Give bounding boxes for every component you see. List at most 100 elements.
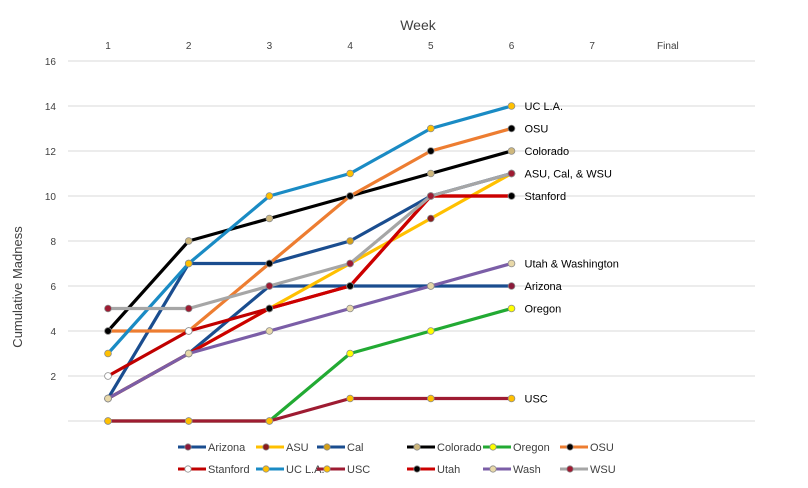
legend-label: ASU	[286, 442, 309, 454]
legend-label: Arizona	[208, 442, 246, 454]
marker-osu	[507, 124, 516, 133]
legend-item: Utah	[407, 464, 460, 476]
end-label: UC L.A.	[525, 101, 564, 113]
marker-usc	[104, 417, 112, 425]
legend-label: WSU	[590, 464, 616, 476]
end-label: OSU	[525, 124, 549, 136]
marker-utah	[507, 192, 516, 200]
legend-swatch-marker	[489, 443, 497, 451]
marker-wsu	[265, 282, 274, 290]
legend-swatch-marker	[566, 465, 574, 473]
y-tick-label: 10	[45, 192, 57, 203]
marker-stanford	[104, 372, 112, 380]
series-lines	[106, 104, 514, 423]
marker-colorado	[507, 147, 516, 155]
marker-usc	[507, 394, 516, 403]
legend-label: Utah	[437, 464, 460, 476]
legend-swatch-marker	[184, 443, 192, 451]
end-label: Stanford	[525, 191, 567, 203]
marker-wash	[507, 259, 516, 268]
marker-colorado	[265, 214, 274, 223]
legend-swatch-marker	[323, 465, 331, 473]
series-line-wsu	[106, 171, 514, 311]
series-line-colorado	[106, 149, 514, 333]
y-tick-label: 4	[50, 327, 56, 338]
y-axis-title: Cumulative Madness	[10, 226, 25, 348]
y-tick-label: 12	[45, 147, 57, 158]
marker-usc	[265, 417, 274, 425]
legend-swatch-marker	[184, 465, 192, 473]
marker-uc-l-a	[104, 349, 112, 358]
marker-uc-l-a	[184, 259, 193, 268]
marker-wsu	[184, 304, 193, 313]
legend-label: UC L.A.	[286, 464, 325, 476]
legend-label: Wash	[513, 464, 541, 476]
y-tick-label: 8	[50, 237, 56, 248]
end-label: Oregon	[525, 304, 562, 316]
end-labels: UC L.A. OSU Colorado ASU, Cal, & WSU Stanfor…	[525, 101, 619, 406]
series-line-osu	[106, 126, 514, 333]
marker-uc-l-a	[507, 102, 516, 110]
marker-wash	[104, 394, 112, 403]
legend-label: Stanford	[208, 464, 250, 476]
series-line-usc	[106, 396, 514, 423]
marker-stanford	[184, 327, 193, 335]
legend-item: ASU	[256, 442, 309, 454]
marker-wsu	[346, 259, 354, 268]
marker-uc-l-a	[265, 192, 274, 200]
legend-swatch-marker	[566, 443, 574, 451]
series-line-wash	[106, 261, 514, 401]
marker-wsu	[426, 192, 435, 200]
marker-utah	[265, 304, 274, 313]
marker-usc	[184, 417, 193, 425]
legend-label: USC	[347, 464, 370, 476]
x-tick-label: 4	[347, 41, 353, 52]
x-tick-label: 6	[509, 41, 515, 52]
legend-item: Colorado	[407, 442, 482, 454]
marker-osu	[426, 147, 435, 155]
marker-osu	[265, 259, 274, 268]
legend-item: Stanford	[178, 464, 250, 476]
marker-arizona	[507, 282, 516, 290]
end-label: Colorado	[525, 146, 570, 158]
legend-item: Wash	[483, 464, 541, 476]
marker-oregon	[346, 349, 354, 358]
legend-swatch-marker	[413, 443, 421, 451]
legend-swatch-marker	[323, 443, 331, 451]
end-label: Arizona	[525, 281, 563, 293]
series-markers	[104, 102, 516, 425]
series-line-uc-l-a	[106, 104, 514, 356]
marker-uc-l-a	[426, 124, 435, 133]
marker-usc	[426, 394, 435, 403]
marker-usc	[346, 394, 354, 403]
x-axis-title: Week	[400, 17, 437, 33]
x-tick-label: 7	[589, 41, 595, 52]
marker-wsu	[507, 169, 516, 178]
y-tick-label: 6	[50, 282, 56, 293]
end-label: ASU, Cal, & WSU	[525, 169, 612, 181]
legend-item: UC L.A.	[256, 464, 325, 476]
marker-osu	[104, 327, 112, 335]
legend-swatch-marker	[489, 465, 497, 473]
legend-label: Cal	[347, 442, 364, 454]
end-label: Utah & Washington	[525, 259, 619, 271]
legend-item: WSU	[560, 464, 616, 476]
legend-label: Oregon	[513, 442, 550, 454]
marker-oregon	[426, 327, 435, 335]
marker-wash	[346, 304, 354, 313]
marker-wash	[265, 327, 274, 335]
legend-swatch-marker	[262, 443, 270, 451]
marker-cal	[346, 237, 354, 245]
y-tick-label: 14	[45, 102, 57, 113]
x-tick-label: 5	[428, 41, 434, 52]
legend-item: Arizona	[178, 442, 246, 454]
legend-item: Oregon	[483, 442, 550, 454]
legend-swatch-marker	[413, 465, 421, 473]
marker-uc-l-a	[346, 169, 354, 178]
y-tick-label: 2	[50, 372, 56, 383]
x-tick-label: Final	[657, 41, 679, 52]
marker-wash	[184, 349, 193, 358]
y-tick-label: 16	[45, 57, 57, 68]
